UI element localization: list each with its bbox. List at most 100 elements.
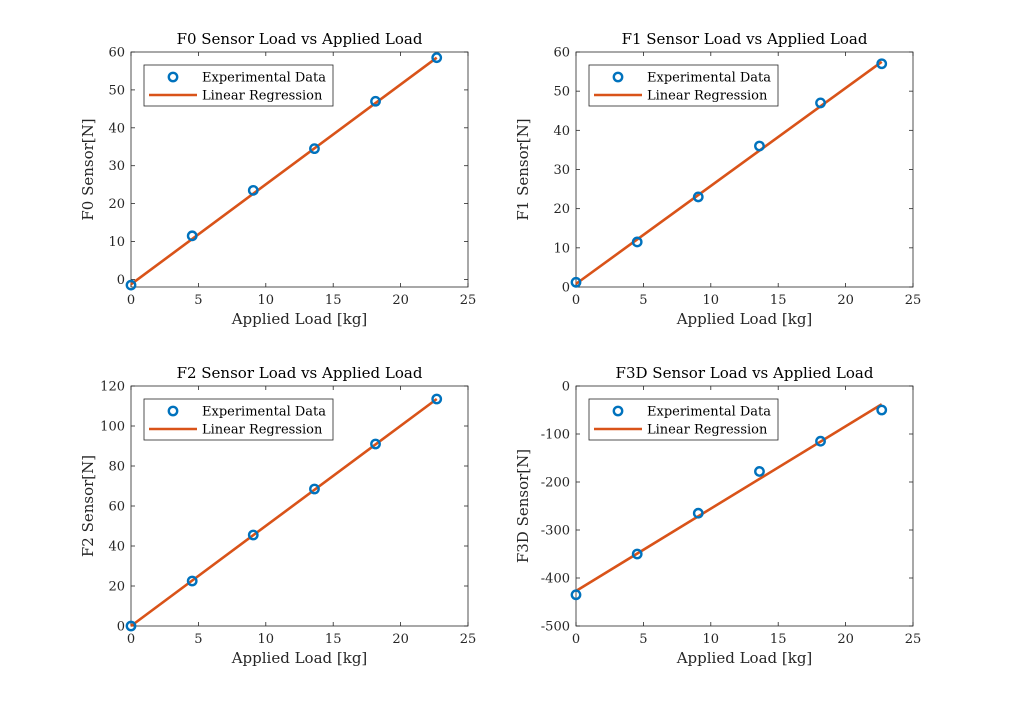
x-tick-label: 20 — [837, 632, 854, 647]
x-tick-label: 0 — [572, 632, 580, 647]
legend-label-data: Experimental Data — [202, 71, 326, 86]
legend-box — [143, 64, 334, 107]
legend: Experimental Data Linear Regression — [143, 64, 334, 107]
chart-1: 0 5 10 15 20 25 0 10 20 30 40 50 60 F1 Sensor Load vs… — [514, 30, 921, 328]
legend-label-fit: Linear Regression — [202, 423, 323, 438]
x-tick-label: 25 — [905, 293, 922, 308]
data-point — [692, 191, 704, 203]
chart-0: 0 5 10 15 20 25 0 10 20 30 40 50 60 F0 Sensor Load vs… — [79, 30, 476, 328]
data-point — [631, 548, 643, 560]
y-tick-label: 30 — [108, 159, 125, 174]
data-point — [692, 507, 704, 519]
y-tick-label: -500 — [541, 620, 570, 635]
data-point — [431, 52, 443, 64]
y-tick-label: 10 — [553, 241, 570, 256]
x-tick-label: 15 — [770, 293, 787, 308]
y-axis-label: F0 Sensor[N] — [79, 118, 97, 220]
y-tick-label: -300 — [541, 524, 570, 539]
data-point — [431, 393, 443, 405]
y-tick-label: 20 — [108, 197, 125, 212]
chart-title: F0 Sensor Load vs Applied Load — [177, 30, 423, 48]
data-point — [125, 279, 137, 291]
y-tick-label: 60 — [108, 500, 125, 515]
x-tick-label: 20 — [837, 293, 854, 308]
chart-2: 0 5 10 15 20 25 0 20 40 60 80 100 120 F2 Sensor Load … — [79, 364, 476, 667]
x-tick-label: 5 — [639, 293, 647, 308]
chart-3: 0 5 10 15 20 25 -500 -400 -300 -200 -100 0 F3D Senso… — [514, 364, 921, 667]
chart-title: F2 Sensor Load vs Applied Load — [177, 364, 423, 382]
y-tick-label: 0 — [117, 620, 125, 635]
y-axis-label: F2 Sensor[N] — [79, 455, 97, 557]
chart-title: F3D Sensor Load vs Applied Load — [616, 364, 874, 382]
x-tick-label: 5 — [194, 293, 202, 308]
x-axis-label: Applied Load [kg] — [676, 649, 813, 667]
regression-line — [130, 56, 438, 286]
y-tick-label: -400 — [541, 572, 570, 587]
legend: Experimental Data Linear Regression — [588, 398, 779, 441]
y-tick-label: -100 — [541, 428, 570, 443]
regression-line — [130, 397, 438, 628]
y-tick-label: 120 — [100, 380, 125, 395]
data-point — [876, 404, 888, 416]
y-tick-label: 20 — [553, 202, 570, 217]
x-tick-label: 15 — [770, 632, 787, 647]
legend-label-fit: Linear Regression — [647, 89, 768, 104]
y-tick-label: 60 — [108, 46, 125, 61]
y-tick-label: 40 — [108, 121, 125, 136]
data-point — [754, 140, 765, 152]
data-point — [570, 589, 582, 601]
data-point — [125, 620, 137, 632]
y-tick-label: 40 — [108, 540, 125, 555]
x-tick-label: 0 — [572, 293, 580, 308]
data-point — [815, 435, 826, 447]
y-axis-label: F1 Sensor[N] — [514, 118, 532, 220]
legend-label-fit: Linear Regression — [202, 89, 323, 104]
y-tick-label: 60 — [553, 46, 570, 61]
legend: Experimental Data Linear Regression — [588, 64, 779, 107]
data-point — [570, 276, 582, 288]
data-point — [309, 143, 320, 155]
x-tick-label: 25 — [460, 293, 477, 308]
legend-marker-data — [167, 71, 179, 83]
data-point — [186, 230, 198, 242]
data-point — [370, 438, 381, 450]
x-tick-label: 25 — [460, 632, 477, 647]
data-point — [876, 58, 888, 70]
y-tick-label: 40 — [553, 124, 570, 139]
x-axis-label: Applied Load [kg] — [231, 310, 368, 328]
chart-title: F1 Sensor Load vs Applied Load — [622, 30, 868, 48]
x-tick-label: 10 — [703, 632, 720, 647]
data-point — [631, 236, 643, 248]
y-tick-label: 0 — [562, 281, 570, 296]
legend-label-fit: Linear Regression — [647, 423, 768, 438]
x-tick-label: 20 — [392, 632, 409, 647]
x-tick-label: 15 — [325, 293, 342, 308]
legend-marker-data — [167, 405, 179, 417]
y-axis-label: F3D Sensor[N] — [514, 449, 532, 563]
legend-label-data: Experimental Data — [202, 405, 326, 420]
data-point — [186, 575, 198, 587]
x-tick-label: 20 — [392, 293, 409, 308]
y-tick-label: 50 — [553, 85, 570, 100]
y-tick-label: 30 — [553, 163, 570, 178]
y-tick-label: 0 — [117, 273, 125, 288]
data-point — [309, 483, 320, 495]
data-point — [815, 97, 826, 109]
x-tick-label: 10 — [703, 293, 720, 308]
y-tick-label: 100 — [100, 420, 125, 435]
legend-marker-data — [612, 405, 624, 417]
y-tick-label: 50 — [108, 83, 125, 98]
legend: Experimental Data Linear Regression — [143, 398, 334, 441]
y-tick-label: 0 — [562, 380, 570, 395]
y-tick-label: 20 — [108, 580, 125, 595]
legend-label-data: Experimental Data — [647, 71, 771, 86]
x-tick-label: 5 — [194, 632, 202, 647]
x-axis-label: Applied Load [kg] — [676, 310, 813, 328]
x-axis-label: Applied Load [kg] — [231, 649, 368, 667]
x-tick-label: 25 — [905, 632, 922, 647]
x-tick-label: 0 — [127, 632, 135, 647]
regression-line — [575, 60, 883, 285]
regression-line — [575, 403, 883, 593]
y-tick-label: -200 — [541, 476, 570, 491]
